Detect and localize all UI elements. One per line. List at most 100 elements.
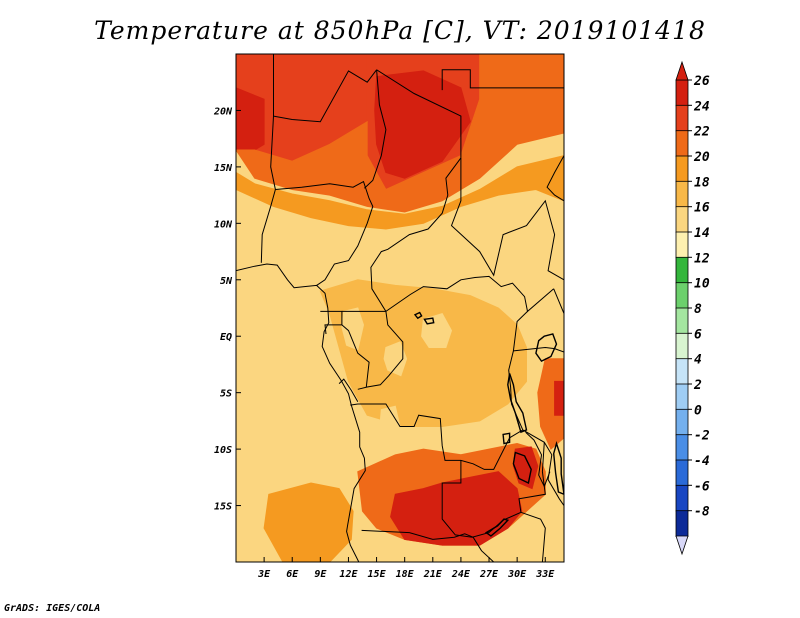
colorbar-swatch	[675, 383, 689, 411]
lat-tick-label: 5N	[220, 276, 233, 287]
country-border	[385, 275, 555, 313]
country-border	[341, 324, 370, 388]
country-border	[513, 346, 564, 353]
lake-outline	[512, 451, 532, 485]
country-border	[450, 157, 564, 292]
lake-outline	[413, 311, 423, 320]
country-border	[472, 536, 495, 562]
country-border	[525, 431, 551, 488]
colorbar-label: 26	[693, 74, 710, 89]
colorbar-swatch	[675, 231, 689, 259]
colorbar-top-arrow	[675, 60, 689, 81]
country-border	[522, 429, 564, 506]
country-border	[508, 311, 528, 439]
lon-tick-label: 6E	[286, 569, 299, 580]
lat-tick-label: 15N	[214, 163, 233, 174]
colorbar-label: 8	[694, 302, 702, 317]
colorbar-swatch	[675, 510, 689, 537]
colorbar-label: 18	[694, 175, 710, 190]
shade-angola-cool-patch	[378, 405, 401, 445]
shade-southeast-pale	[540, 505, 564, 562]
country-border	[553, 288, 564, 348]
lat-tick-label: 10S	[214, 445, 232, 456]
lon-tick-label: 21E	[423, 569, 443, 580]
colorbar-label: 6	[694, 327, 702, 342]
colorbar-label: -2	[694, 429, 710, 444]
colorbar-label: 12	[694, 251, 710, 266]
colorbar-swatch	[675, 332, 689, 360]
colorbar-label: 20	[693, 150, 710, 165]
lat-tick-label: 10N	[214, 219, 233, 230]
map-axes: 3E 6E 9E 12E 15E 18E 21E 24E 27E 30E 33E 20N 15N 10N 5…	[213, 106, 555, 580]
map-title: Temperature at 850hPa [C], VT: 201910141…	[94, 16, 706, 45]
lake-outline	[423, 317, 435, 325]
colorbar-swatch	[675, 206, 689, 233]
shade-warm-band-central	[236, 155, 564, 230]
country-border	[546, 155, 564, 202]
colorbar-swatch	[675, 408, 689, 436]
country-border	[370, 157, 462, 312]
colorbar-label: 2	[693, 378, 702, 393]
colorbar-swatch	[675, 434, 689, 461]
shade-congo-basin-warm	[319, 279, 527, 427]
shade-coastal-cool-gulf	[236, 262, 335, 360]
country-border	[441, 442, 546, 538]
map-frame	[235, 53, 565, 563]
colorbar-swatch	[675, 358, 689, 385]
lake-outline	[502, 432, 511, 445]
map-plot-area	[236, 54, 564, 562]
colorbar-swatch	[675, 459, 689, 487]
colorbar-swatch	[675, 282, 689, 309]
lake-outline	[552, 441, 564, 496]
shade-congo-cool-patch-1	[341, 307, 365, 351]
shade-warm-sahel-band	[236, 54, 564, 213]
country-border	[361, 529, 474, 540]
lat-tick-label: 5S	[220, 389, 232, 400]
coastline	[236, 263, 366, 562]
lake-outline	[535, 333, 558, 362]
colorbar-swatch	[675, 155, 689, 183]
lon-tick-label: 15E	[368, 569, 387, 580]
lake-outline	[507, 373, 528, 434]
lat-tick-label: 15S	[214, 502, 232, 513]
country-border	[273, 69, 377, 123]
colorbar-label: 22	[693, 125, 710, 140]
lon-tick-label: 27E	[479, 569, 499, 580]
colorbar-label: 14	[694, 226, 710, 241]
shade-east-lake-red	[554, 380, 564, 416]
colorbar-label: 16	[694, 201, 710, 216]
lon-tick-label: 30E	[507, 569, 527, 580]
colorbar-label: -6	[694, 479, 710, 494]
colorbar-swatch	[675, 307, 689, 335]
country-border	[520, 511, 546, 562]
country-border	[350, 403, 511, 470]
temperature-shading-layer	[236, 54, 564, 562]
lon-tick-label: 9E	[314, 569, 327, 580]
lat-tick-label: EQ	[220, 332, 232, 343]
colorbar-swatch	[675, 180, 689, 208]
lat-tick-label: 20N	[213, 106, 233, 117]
colorbar-swatch	[675, 256, 689, 284]
shade-congo-cool-patch-3	[421, 313, 453, 348]
lake-outline	[484, 518, 510, 537]
country-border	[341, 310, 404, 390]
colorbar-label: 24	[693, 99, 710, 114]
lon-tick-label: 33E	[535, 569, 555, 580]
shade-southwest-orange	[263, 482, 354, 562]
country-border	[376, 69, 462, 158]
lon-tick-label: 24E	[451, 569, 471, 580]
country-border	[364, 69, 387, 189]
lon-tick-label: 18E	[396, 569, 415, 580]
country-border	[441, 54, 564, 91]
colorbar-label: 4	[694, 353, 702, 368]
lon-tick-label: 3E	[257, 569, 271, 580]
colorbar-swatch	[675, 484, 689, 512]
colorbar-label: -4	[694, 454, 710, 469]
colorbar-label: 0	[694, 403, 702, 418]
lon-tick-label: 12E	[339, 569, 358, 580]
colorbar-bottom-arrow	[675, 535, 689, 556]
country-border	[275, 180, 374, 286]
colorbar-swatch	[675, 130, 689, 157]
